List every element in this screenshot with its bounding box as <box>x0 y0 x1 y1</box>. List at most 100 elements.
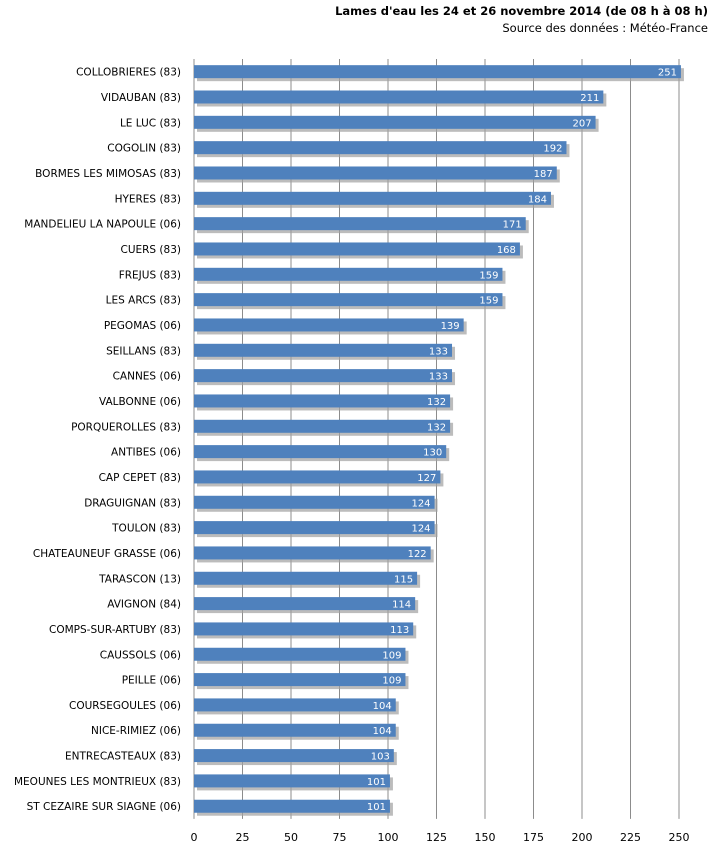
bar-value-label: 133 <box>429 372 448 383</box>
x-tick-label: 75 <box>333 831 347 844</box>
bar-value-label: 114 <box>392 600 411 611</box>
chart-title: Lames d'eau les 24 et 26 novembre 2014 (… <box>335 4 708 18</box>
bar-value-label: 124 <box>411 498 430 509</box>
bar <box>194 293 503 307</box>
category-label: TARASCON (13) <box>98 573 181 585</box>
bar-value-label: 168 <box>497 245 516 256</box>
chart-title-block: Lames d'eau les 24 et 26 novembre 2014 (… <box>335 3 708 37</box>
bar-value-label: 104 <box>373 726 392 737</box>
bar-value-label: 159 <box>479 296 498 307</box>
category-label: COURSEGOULES (06) <box>69 700 181 712</box>
x-tick-label: 25 <box>236 831 250 844</box>
bar <box>194 191 551 205</box>
x-tick-label: 125 <box>426 831 447 844</box>
category-label: VIDAUBAN (83) <box>101 92 181 104</box>
x-tick-label: 150 <box>475 831 496 844</box>
bar-value-label: 109 <box>382 676 401 687</box>
category-label: COGOLIN (83) <box>107 143 181 155</box>
category-label: CAP CEPET (83) <box>99 472 181 484</box>
bar <box>194 470 441 484</box>
x-tick-label: 225 <box>620 831 641 844</box>
bar-value-label: 113 <box>390 625 409 636</box>
category-label: PORQUEROLLES (83) <box>71 421 181 433</box>
bar <box>194 495 435 509</box>
bar <box>194 141 567 155</box>
bar <box>194 597 416 611</box>
bar <box>194 115 596 129</box>
category-label: ST CEZAIRE SUR SIAGNE (06) <box>27 801 181 813</box>
bar <box>194 369 453 383</box>
bar <box>194 65 681 79</box>
bar-value-label: 171 <box>503 220 522 231</box>
bar-value-label: 192 <box>543 144 562 155</box>
category-label: HYERES (83) <box>115 193 181 205</box>
x-tick-label: 175 <box>523 831 544 844</box>
x-tick-label: 0 <box>191 831 198 844</box>
bar <box>194 647 406 661</box>
bar-value-label: 104 <box>373 701 392 712</box>
category-label: LES ARCS (83) <box>106 295 181 307</box>
bar <box>194 217 526 231</box>
bar-value-label: 159 <box>479 270 498 281</box>
category-label: AVIGNON (84) <box>107 599 181 611</box>
category-label: ANTIBES (06) <box>111 447 181 459</box>
x-tick-label: 250 <box>669 831 690 844</box>
category-label: MEOUNES LES MONTRIEUX (83) <box>14 776 181 788</box>
category-label: PEGOMAS (06) <box>104 320 181 332</box>
bar-value-label: 132 <box>427 422 446 433</box>
bar-value-label: 101 <box>367 777 386 788</box>
bar <box>194 318 464 332</box>
bar-value-label: 211 <box>580 93 599 104</box>
category-label: COMPS-SUR-ARTUBY (83) <box>49 624 181 636</box>
bar <box>194 571 418 585</box>
bar-value-label: 103 <box>371 752 390 763</box>
bar <box>194 698 396 712</box>
bar-value-label: 184 <box>528 194 547 205</box>
x-tick-label: 100 <box>378 831 399 844</box>
category-label: NICE-RIMIEZ (06) <box>91 725 181 737</box>
x-tick-label: 50 <box>284 831 298 844</box>
bar <box>194 267 503 281</box>
category-label: SEILLANS (83) <box>106 345 181 357</box>
bar-value-label: 115 <box>394 574 413 585</box>
category-label: CAUSSOLS (06) <box>100 649 181 661</box>
bar-value-label: 132 <box>427 397 446 408</box>
bar <box>194 419 451 433</box>
category-label: PEILLE (06) <box>122 675 181 687</box>
bar-value-label: 139 <box>441 321 460 332</box>
bar-value-label: 109 <box>382 650 401 661</box>
bar-value-label: 122 <box>408 549 427 560</box>
bar-value-label: 187 <box>534 169 553 180</box>
bar <box>194 749 394 763</box>
bar-value-label: 101 <box>367 802 386 813</box>
category-label: CHATEAUNEUF GRASSE (06) <box>33 548 181 560</box>
category-label: BORMES LES MIMOSAS (83) <box>35 168 181 180</box>
bar <box>194 723 396 737</box>
chart-subtitle: Source des données : Météo-France <box>502 21 708 35</box>
category-label: FREJUS (83) <box>119 269 181 281</box>
bar <box>194 799 390 813</box>
bar <box>194 90 604 104</box>
bar-value-label: 207 <box>572 118 591 129</box>
bar <box>194 445 447 459</box>
bar-value-label: 251 <box>658 68 677 79</box>
category-label: COLLOBRIERES (83) <box>76 67 181 79</box>
category-label: TOULON (83) <box>111 523 181 535</box>
bar <box>194 546 431 560</box>
category-label: CUERS (83) <box>120 244 181 256</box>
bar <box>194 774 390 788</box>
category-label: LE LUC (83) <box>120 117 181 129</box>
bar-value-label: 124 <box>411 524 430 535</box>
bar-value-label: 127 <box>417 473 436 484</box>
category-label: MANDELIEU LA NAPOULE (06) <box>24 219 181 231</box>
bar <box>194 521 435 535</box>
bar <box>194 394 451 408</box>
category-label: CANNES (06) <box>113 371 181 383</box>
bar <box>194 166 557 180</box>
bar-value-label: 130 <box>423 448 442 459</box>
bar <box>194 622 414 636</box>
bar <box>194 242 520 256</box>
bar <box>194 343 453 357</box>
category-label: DRAGUIGNAN (83) <box>84 497 181 509</box>
